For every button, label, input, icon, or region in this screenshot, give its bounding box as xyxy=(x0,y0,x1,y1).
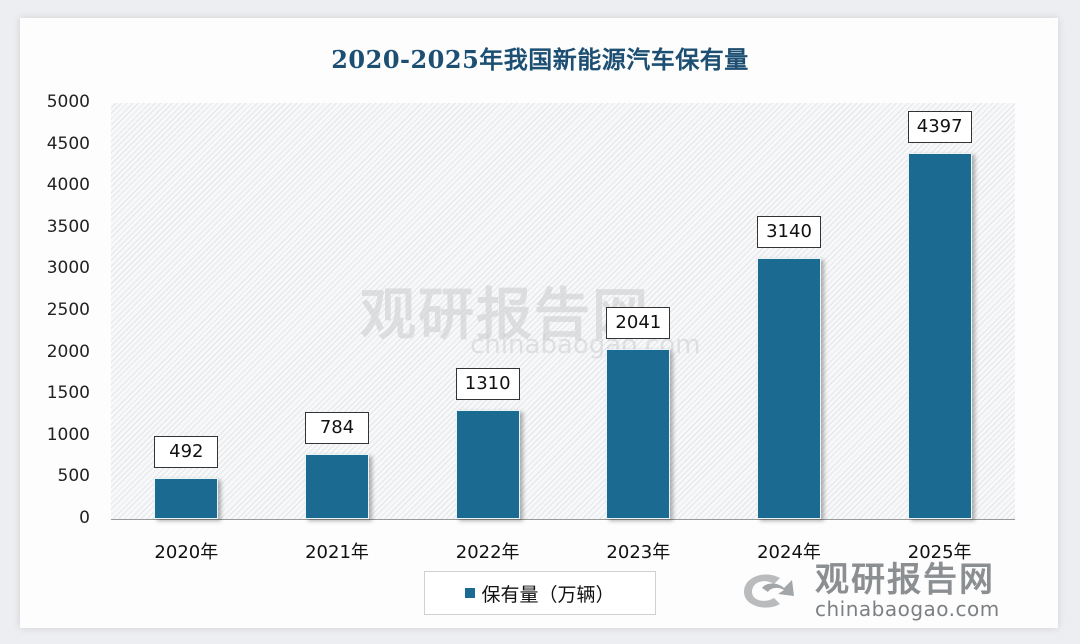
x-axis-line xyxy=(111,519,1015,520)
y-tick-label: 2500 xyxy=(46,300,90,320)
y-tick-label: 4500 xyxy=(46,133,90,154)
data-label: 3140 xyxy=(757,215,821,248)
x-tick-label: 2021年 xyxy=(305,542,369,563)
legend: 保有量（万辆） xyxy=(424,571,656,615)
legend-label: 保有量（万辆） xyxy=(481,583,615,606)
y-tick-label: 3000 xyxy=(46,258,90,279)
y-tick-label: 4000 xyxy=(46,175,90,196)
watermark-brand: 观研报告网 xyxy=(815,560,995,600)
x-tick-label: 2020年 xyxy=(154,542,219,563)
x-tick-label: 2024年 xyxy=(757,542,821,563)
legend-swatch xyxy=(465,588,476,598)
plot-area xyxy=(111,103,1015,519)
y-tick-label: 5000 xyxy=(46,92,90,112)
y-tick-label: 500 xyxy=(57,466,90,487)
bar xyxy=(606,349,671,519)
y-tick-label: 0 xyxy=(79,508,90,528)
x-tick-label: 2023年 xyxy=(606,542,671,563)
watermark-logo-icon xyxy=(744,574,794,608)
y-tick-label: 3500 xyxy=(46,216,90,237)
bar xyxy=(455,410,520,519)
bar xyxy=(907,153,972,519)
watermark-brand-url: chinabaogao.com xyxy=(815,597,1000,621)
x-tick-label: 2022年 xyxy=(455,542,520,563)
bar xyxy=(154,478,219,519)
y-tick-label: 2000 xyxy=(46,341,90,362)
bar xyxy=(305,453,369,519)
watermark-center: 观研报告网 xyxy=(360,283,650,348)
data-label: 784 xyxy=(305,411,369,444)
x-tick-label: 2025年 xyxy=(907,542,972,563)
y-tick-label: 1000 xyxy=(46,424,90,445)
chart-title: 2020-2025年我国新能源汽车保有量 xyxy=(331,45,749,74)
data-label: 492 xyxy=(154,436,219,469)
data-label: 2041 xyxy=(606,307,671,340)
data-label: 1310 xyxy=(455,368,520,400)
bar xyxy=(757,257,821,519)
y-tick-label: 1500 xyxy=(46,383,90,404)
data-label: 4397 xyxy=(907,111,972,144)
